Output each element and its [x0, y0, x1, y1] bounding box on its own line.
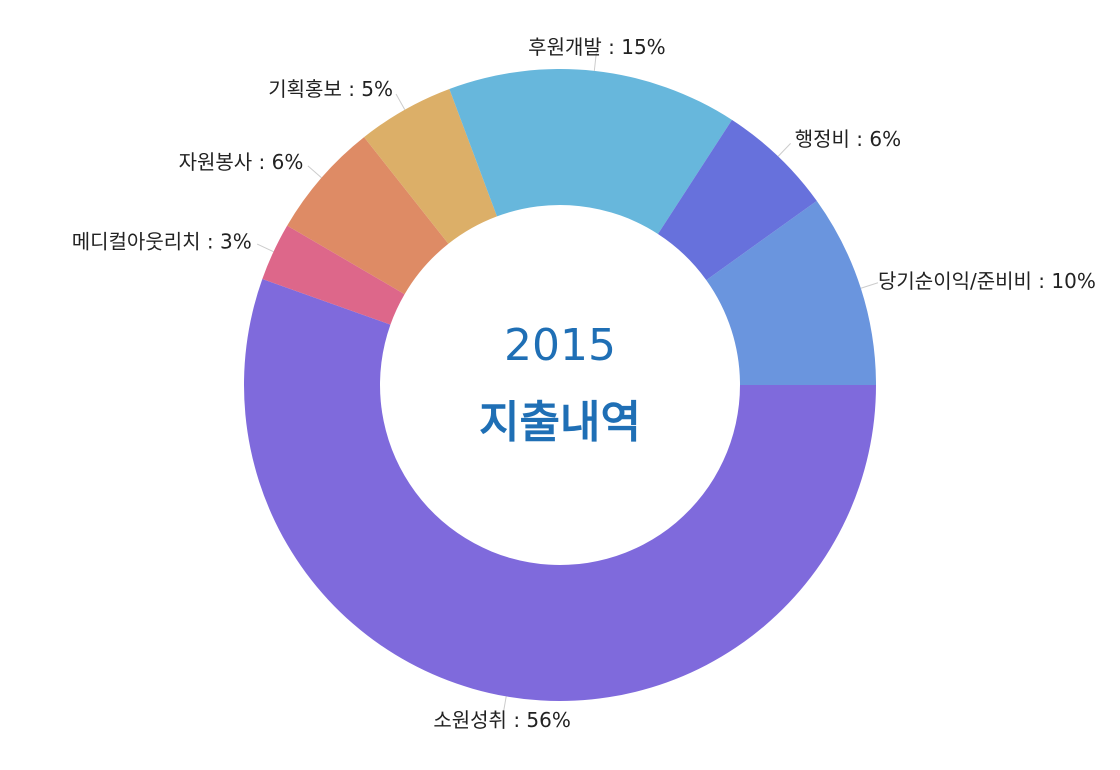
slice-label: 후원개발 : 15% — [528, 35, 666, 59]
donut-slice-6[interactable] — [449, 69, 732, 234]
slice-label: 소원성취 : 56% — [433, 708, 571, 732]
leader-line — [860, 282, 879, 289]
leader-line — [395, 93, 406, 110]
donut-slice-4[interactable] — [287, 137, 449, 295]
center-title: 지출내역 — [479, 397, 641, 448]
slice-label: 자원봉사 : 6% — [179, 150, 304, 174]
leader-line — [307, 165, 322, 179]
leader-line — [256, 243, 274, 253]
donut-slice-7[interactable] — [657, 119, 817, 281]
leader-line — [593, 52, 597, 71]
donut-slice-5[interactable] — [364, 89, 497, 244]
slice-label: 당기순이익/준비비 : 10% — [878, 269, 1096, 293]
donut-slice-1[interactable] — [706, 200, 876, 385]
leader-line — [777, 143, 791, 157]
donut-slice-3[interactable] — [262, 225, 405, 325]
leader-line — [502, 696, 507, 715]
slice-label: 행정비 : 6% — [795, 127, 901, 151]
center-year: 2015 — [504, 320, 616, 371]
donut-slice-2[interactable] — [244, 278, 877, 702]
slice-label: 기획홍보 : 5% — [268, 77, 393, 101]
slice-label: 메디컬아웃리치 : 3% — [72, 230, 252, 254]
